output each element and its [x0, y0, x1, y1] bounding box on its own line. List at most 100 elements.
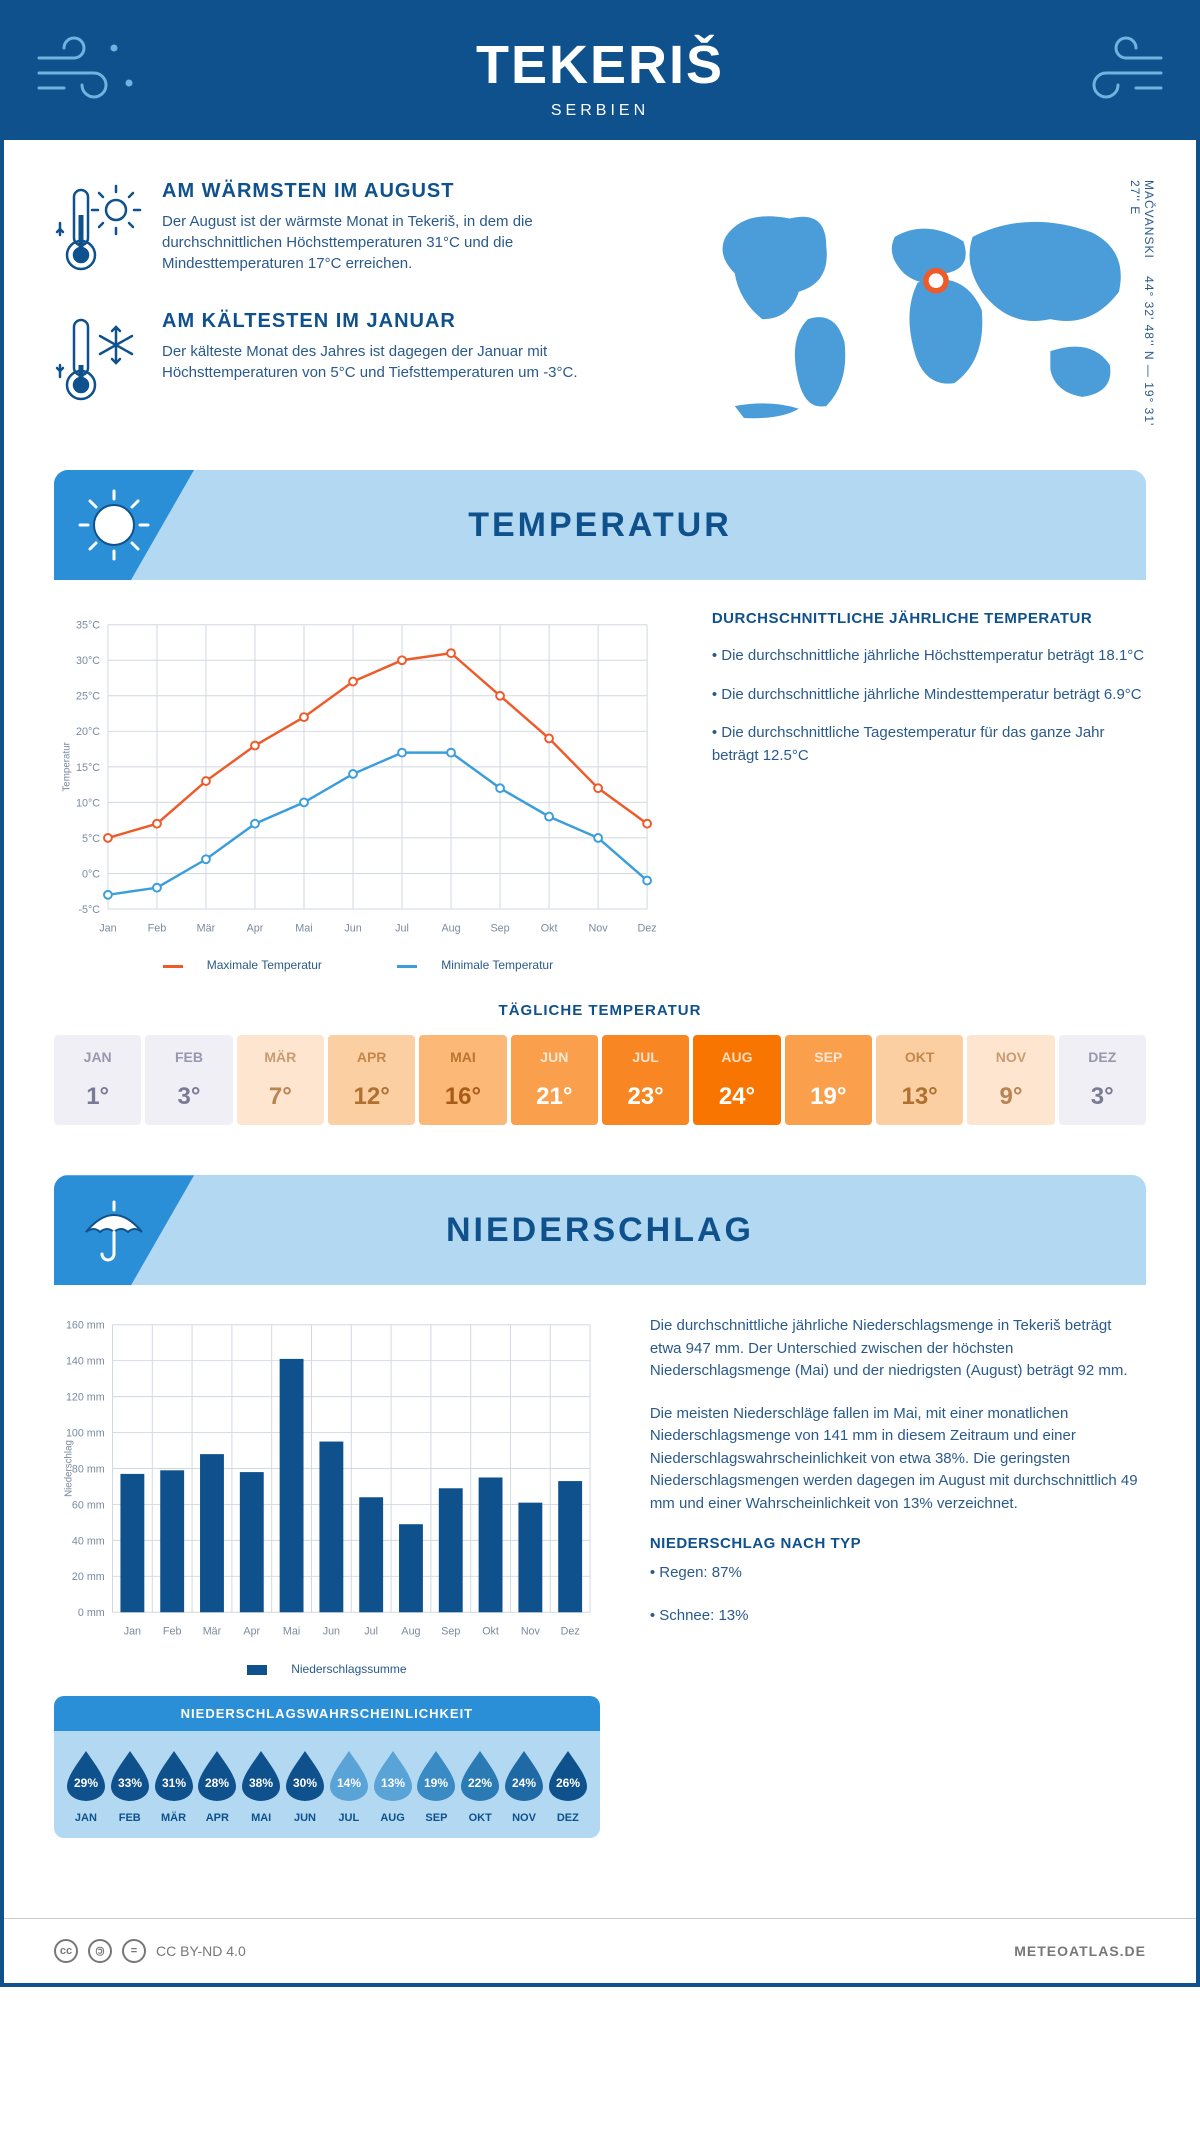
svg-text:15°C: 15°C — [76, 762, 100, 774]
warmest-block: AM WÄRMSTEN IM AUGUST Der August ist der… — [54, 180, 649, 280]
svg-text:Temperatur: Temperatur — [62, 741, 73, 791]
probability-box: NIEDERSCHLAGSWAHRSCHEINLICHKEIT 29% JAN … — [54, 1696, 600, 1838]
site-name: METEOATLAS.DE — [1014, 1943, 1146, 1959]
probability-title: NIEDERSCHLAGSWAHRSCHEINLICHKEIT — [54, 1696, 600, 1731]
svg-text:Okt: Okt — [541, 923, 558, 935]
map-block: MAČVANSKI 44° 32' 48'' N — 19° 31' 27'' … — [689, 180, 1146, 440]
svg-text:Apr: Apr — [247, 923, 264, 935]
svg-text:Jun: Jun — [344, 923, 361, 935]
svg-text:19%: 19% — [424, 1776, 448, 1790]
svg-text:20 mm: 20 mm — [72, 1572, 105, 1584]
svg-text:Feb: Feb — [163, 1626, 182, 1638]
daily-cell: APR12° — [328, 1035, 415, 1125]
svg-text:100 mm: 100 mm — [66, 1428, 105, 1440]
content: AM WÄRMSTEN IM AUGUST Der August ist der… — [4, 140, 1196, 1918]
daily-temperature: TÄGLICHE TEMPERATUR JAN1° FEB3° MÄR7° AP… — [54, 1002, 1146, 1125]
temperature-section: -5°C0°C5°C10°C15°C20°C25°C30°C35°CJanFeb… — [54, 610, 1146, 972]
svg-text:14%: 14% — [337, 1776, 361, 1790]
probability-cell: 13% AUG — [371, 1749, 415, 1824]
svg-text:Jul: Jul — [364, 1626, 378, 1638]
precipitation-left: 0 mm20 mm40 mm60 mm80 mm100 mm120 mm140 … — [54, 1315, 600, 1837]
svg-text:Aug: Aug — [441, 923, 460, 935]
daily-cell: JAN1° — [54, 1035, 141, 1125]
svg-text:Jul: Jul — [395, 923, 409, 935]
precip-type-title: NIEDERSCHLAG NACH TYP — [650, 1535, 1146, 1552]
probability-cell: 33% FEB — [108, 1749, 152, 1824]
thermometer-hot-icon — [54, 180, 144, 280]
precipitation-title: NIEDERSCHLAG — [446, 1211, 754, 1250]
warmest-title: AM WÄRMSTEN IM AUGUST — [162, 180, 649, 203]
svg-text:24%: 24% — [512, 1776, 536, 1790]
svg-text:Niederschlag: Niederschlag — [64, 1440, 75, 1497]
svg-text:40 mm: 40 mm — [72, 1536, 105, 1548]
license-block: cc 🄯 = CC BY-ND 4.0 — [54, 1939, 246, 1963]
probability-cell: 19% SEP — [415, 1749, 459, 1824]
svg-text:Jun: Jun — [323, 1626, 340, 1638]
page-subtitle: SERBIEN — [24, 102, 1176, 120]
daily-cell: MÄR7° — [237, 1035, 324, 1125]
daily-cell: FEB3° — [145, 1035, 232, 1125]
probability-cell: 28% APR — [195, 1749, 239, 1824]
svg-text:Mär: Mär — [197, 923, 216, 935]
by-icon: 🄯 — [88, 1939, 112, 1963]
world-map — [689, 180, 1146, 440]
probability-cell: 26% DEZ — [546, 1749, 590, 1824]
coldest-text: Der kälteste Monat des Jahres ist dagege… — [162, 341, 649, 383]
temp-info-p3: • Die durchschnittliche Tagestemperatur … — [712, 722, 1146, 767]
daily-cell: JUN21° — [511, 1035, 598, 1125]
precip-type1: • Regen: 87% — [650, 1562, 1146, 1585]
svg-text:Okt: Okt — [482, 1626, 499, 1638]
svg-text:80 mm: 80 mm — [72, 1464, 105, 1476]
daily-cell: MAI16° — [419, 1035, 506, 1125]
svg-text:Sep: Sep — [490, 923, 509, 935]
precipitation-chart: 0 mm20 mm40 mm60 mm80 mm100 mm120 mm140 … — [54, 1315, 600, 1646]
svg-text:Apr: Apr — [243, 1626, 260, 1638]
coldest-title: AM KÄLTESTEN IM JANUAR — [162, 310, 649, 333]
svg-text:5°C: 5°C — [82, 833, 100, 845]
daily-cell: OKT13° — [876, 1035, 963, 1125]
svg-text:140 mm: 140 mm — [66, 1356, 105, 1368]
probability-cell: 14% JUL — [327, 1749, 371, 1824]
svg-text:22%: 22% — [468, 1776, 492, 1790]
svg-text:0 mm: 0 mm — [78, 1607, 105, 1619]
temperature-chart: -5°C0°C5°C10°C15°C20°C25°C30°C35°CJanFeb… — [54, 610, 662, 972]
wind-icon-right — [1046, 28, 1166, 108]
wind-icon-left — [34, 28, 154, 108]
svg-text:25°C: 25°C — [76, 691, 100, 703]
page-title: TEKERIŠ — [24, 34, 1176, 96]
precip-p2: Die meisten Niederschläge fallen im Mai,… — [650, 1403, 1146, 1516]
svg-text:30°C: 30°C — [76, 655, 100, 667]
svg-text:Mai: Mai — [283, 1626, 300, 1638]
daily-cell: SEP19° — [785, 1035, 872, 1125]
probability-cell: 29% JAN — [64, 1749, 108, 1824]
coldest-block: AM KÄLTESTEN IM JANUAR Der kälteste Mona… — [54, 310, 649, 410]
precipitation-section: 0 mm20 mm40 mm60 mm80 mm100 mm120 mm140 … — [54, 1315, 1146, 1837]
svg-text:10°C: 10°C — [76, 797, 100, 809]
location-marker — [926, 271, 946, 291]
svg-text:Dez: Dez — [561, 1626, 580, 1638]
nd-icon: = — [122, 1939, 146, 1963]
svg-text:Aug: Aug — [401, 1626, 420, 1638]
svg-text:Dez: Dez — [638, 923, 657, 935]
svg-text:28%: 28% — [205, 1776, 229, 1790]
daily-cell: DEZ3° — [1059, 1035, 1146, 1125]
thermometer-cold-icon — [54, 310, 144, 410]
svg-text:30%: 30% — [293, 1776, 317, 1790]
svg-text:Nov: Nov — [521, 1626, 541, 1638]
intro-row: AM WÄRMSTEN IM AUGUST Der August ist der… — [54, 180, 1146, 440]
probability-cell: 24% NOV — [502, 1749, 546, 1824]
svg-text:Feb: Feb — [148, 923, 167, 935]
svg-text:-5°C: -5°C — [78, 904, 100, 916]
license-text: CC BY-ND 4.0 — [156, 1943, 246, 1959]
svg-text:33%: 33% — [118, 1776, 142, 1790]
precip-p1: Die durchschnittliche jährliche Niedersc… — [650, 1315, 1146, 1383]
precipitation-legend: Niederschlagssumme — [54, 1662, 600, 1676]
svg-text:35°C: 35°C — [76, 620, 100, 632]
header: TEKERIŠ SERBIEN — [4, 4, 1196, 140]
temp-info-p1: • Die durchschnittliche jährliche Höchst… — [712, 645, 1146, 668]
temperature-info: DURCHSCHNITTLICHE JÄHRLICHE TEMPERATUR •… — [712, 610, 1146, 972]
temperature-banner: TEMPERATUR — [54, 470, 1146, 580]
temp-info-title: DURCHSCHNITTLICHE JÄHRLICHE TEMPERATUR — [712, 610, 1146, 627]
temperature-title: TEMPERATUR — [468, 506, 732, 545]
svg-text:Mai: Mai — [295, 923, 312, 935]
